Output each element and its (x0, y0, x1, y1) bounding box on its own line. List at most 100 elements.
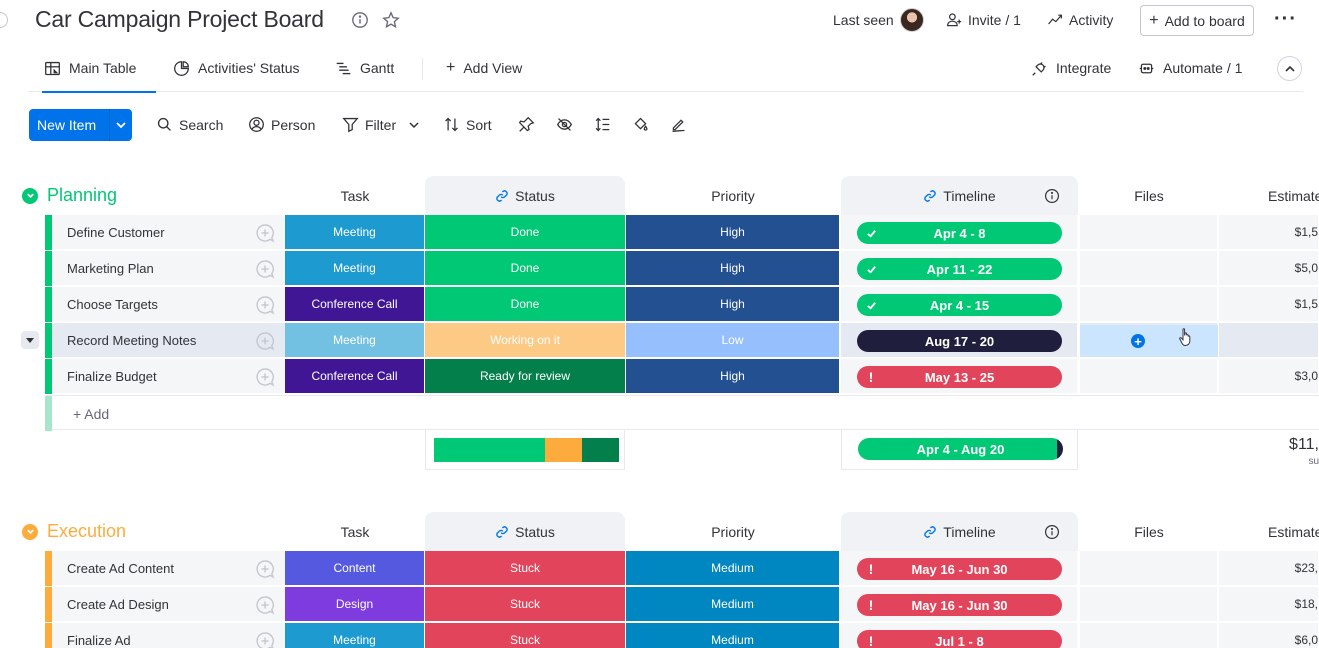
files-cell[interactable] (1080, 551, 1218, 586)
table-row[interactable]: Create Ad Design Design Stuck Medium ! May 16… (45, 587, 1319, 622)
timeline-pill[interactable]: Apr 4 - 15 (857, 294, 1062, 316)
item-name-cell[interactable]: Record Meeting Notes (52, 323, 285, 358)
priority-cell[interactable]: High (626, 251, 840, 286)
add-file-icon[interactable]: + (1131, 334, 1145, 348)
status-cell[interactable]: Working on it (425, 323, 626, 358)
item-name[interactable]: Finalize Ad (67, 633, 131, 648)
tab-gantt[interactable]: Gantt (335, 44, 394, 92)
timeline-pill[interactable]: ! May 16 - Jun 30 (857, 594, 1062, 616)
task-cell[interactable]: Meeting (285, 623, 425, 648)
col-header-task[interactable]: Task (340, 188, 370, 204)
task-cell[interactable]: Meeting (285, 323, 425, 358)
col-header-priority[interactable]: Priority (711, 188, 755, 204)
pin-button[interactable] (518, 116, 535, 133)
col-header-files[interactable]: Files (1134, 188, 1164, 204)
search-button[interactable]: Search (156, 116, 223, 133)
item-name-cell[interactable]: Define Customer (52, 215, 285, 250)
item-name[interactable]: Create Ad Design (67, 597, 169, 612)
tab-main-table[interactable]: Main Table (41, 44, 158, 93)
priority-cell[interactable]: Medium (626, 551, 840, 586)
col-header-priority[interactable]: Priority (711, 524, 755, 540)
status-cell[interactable]: Done (425, 251, 626, 286)
item-name-cell[interactable]: Marketing Plan (52, 251, 285, 286)
timeline-cell[interactable]: Apr 11 - 22 (841, 251, 1078, 286)
item-name[interactable]: Finalize Budget (67, 369, 157, 384)
col-header-estimate[interactable]: Estimate (1268, 524, 1319, 540)
chevron-down-icon[interactable] (22, 187, 38, 204)
last-seen[interactable]: Last seen (833, 8, 924, 32)
automate-button[interactable]: Automate / 1 (1138, 44, 1242, 92)
group-name[interactable]: Planning (47, 185, 118, 205)
expand-row-button[interactable] (21, 331, 39, 349)
table-row[interactable]: Create Ad Content Content Stuck Medium ! May … (45, 551, 1319, 586)
item-name-cell[interactable]: Finalize Ad (52, 623, 285, 648)
tab-activities-status[interactable]: Activities' Status (173, 44, 300, 92)
timeline-cell[interactable]: ! Jul 1 - 8 (841, 623, 1078, 648)
timeline-cell[interactable]: Aug 17 - 20 (841, 323, 1078, 358)
info-icon[interactable] (1044, 188, 1060, 204)
status-cell[interactable]: Ready for review (425, 359, 626, 394)
status-cell[interactable]: Done (425, 215, 626, 250)
collapse-header-button[interactable] (1277, 56, 1302, 81)
task-cell[interactable]: Meeting (285, 251, 425, 286)
timeline-pill[interactable]: Apr 11 - 22 (857, 258, 1062, 280)
table-row[interactable]: Record Meeting Notes Meeting Working on it… (45, 323, 1319, 358)
files-cell[interactable] (1080, 359, 1218, 394)
add-item-row[interactable]: + Add (45, 395, 1319, 431)
task-cell[interactable]: Meeting (285, 215, 425, 250)
table-row[interactable]: Choose Targets Conference Call Done High Apr… (45, 287, 1319, 322)
estimate-cell[interactable] (1219, 323, 1319, 358)
row-height-button[interactable] (594, 116, 611, 133)
timeline-pill[interactable]: ! Jul 1 - 8 (857, 630, 1062, 648)
estimate-cell[interactable]: $1,5 (1219, 287, 1319, 322)
status-cell[interactable]: Stuck (425, 551, 626, 586)
chevron-down-icon[interactable] (22, 523, 38, 540)
priority-cell[interactable]: High (626, 287, 840, 322)
item-name-cell[interactable]: Create Ad Content (52, 551, 285, 586)
estimate-cell[interactable]: $23, (1219, 551, 1319, 586)
filter-button[interactable]: Filter (342, 116, 420, 133)
col-header-files[interactable]: Files (1134, 524, 1164, 540)
priority-cell[interactable]: Medium (626, 587, 840, 622)
priority-cell[interactable]: Medium (626, 623, 840, 648)
add-update-icon[interactable] (255, 331, 275, 351)
info-icon[interactable] (1044, 524, 1060, 540)
side-panel-toggle[interactable] (0, 12, 8, 28)
estimate-cell[interactable]: $3,0 (1219, 359, 1319, 394)
col-header-status[interactable]: Status (425, 512, 625, 552)
col-header-task[interactable]: Task (340, 524, 370, 540)
timeline-summary[interactable]: Apr 4 - Aug 20 (841, 430, 1078, 470)
timeline-pill[interactable]: Aug 17 - 20 (857, 330, 1062, 352)
add-update-icon[interactable] (255, 559, 275, 579)
timeline-pill[interactable]: ! May 13 - 25 (857, 366, 1062, 388)
table-row[interactable]: Finalize Budget Conference Call Ready for … (45, 359, 1319, 394)
priority-cell[interactable]: High (626, 359, 840, 394)
invite-button[interactable]: Invite / 1 (946, 12, 1021, 28)
item-name[interactable]: Marketing Plan (67, 261, 154, 276)
item-name-cell[interactable]: Finalize Budget (52, 359, 285, 394)
activity-button[interactable]: Activity (1047, 12, 1113, 28)
col-header-timeline[interactable]: Timeline (841, 176, 1078, 216)
new-item-button[interactable]: New Item (29, 109, 132, 141)
star-icon[interactable] (382, 11, 400, 29)
item-name[interactable]: Create Ad Content (67, 561, 174, 576)
group-title-execution[interactable]: Execution (22, 521, 126, 542)
timeline-cell[interactable]: Apr 4 - 8 (841, 215, 1078, 250)
table-row[interactable]: Marketing Plan Meeting Done High Apr 11 - 22… (45, 251, 1319, 286)
status-summary[interactable] (425, 430, 625, 470)
group-title-planning[interactable]: Planning (22, 185, 117, 206)
table-row[interactable]: Finalize Ad Meeting Stuck Medium ! Jul 1 - 8 $… (45, 623, 1319, 648)
item-name-cell[interactable]: Create Ad Design (52, 587, 285, 622)
item-name-cell[interactable]: Choose Targets (52, 287, 285, 322)
board-title[interactable]: Car Campaign Project Board (35, 6, 324, 32)
item-name[interactable]: Define Customer (67, 225, 165, 240)
priority-cell[interactable]: Low (626, 323, 840, 358)
integrate-button[interactable]: Integrate (1031, 44, 1111, 92)
task-cell[interactable]: Conference Call (285, 287, 425, 322)
timeline-cell[interactable]: ! May 13 - 25 (841, 359, 1078, 394)
add-to-board-button[interactable]: + Add to board (1140, 5, 1254, 36)
item-name[interactable]: Record Meeting Notes (67, 333, 197, 348)
add-update-icon[interactable] (255, 367, 275, 387)
sort-button[interactable]: Sort (443, 116, 492, 133)
chevron-down-icon[interactable] (110, 119, 132, 131)
